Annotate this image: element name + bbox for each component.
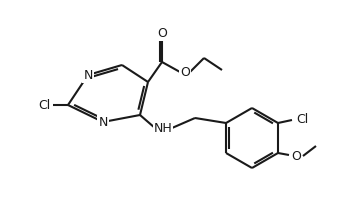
Text: NH: NH [154, 122, 173, 134]
Text: O: O [180, 66, 190, 78]
Text: Cl: Cl [38, 98, 50, 111]
Text: O: O [291, 149, 301, 163]
Text: Cl: Cl [296, 112, 308, 126]
Text: N: N [83, 69, 93, 82]
Text: N: N [98, 115, 108, 129]
Text: O: O [157, 27, 167, 39]
